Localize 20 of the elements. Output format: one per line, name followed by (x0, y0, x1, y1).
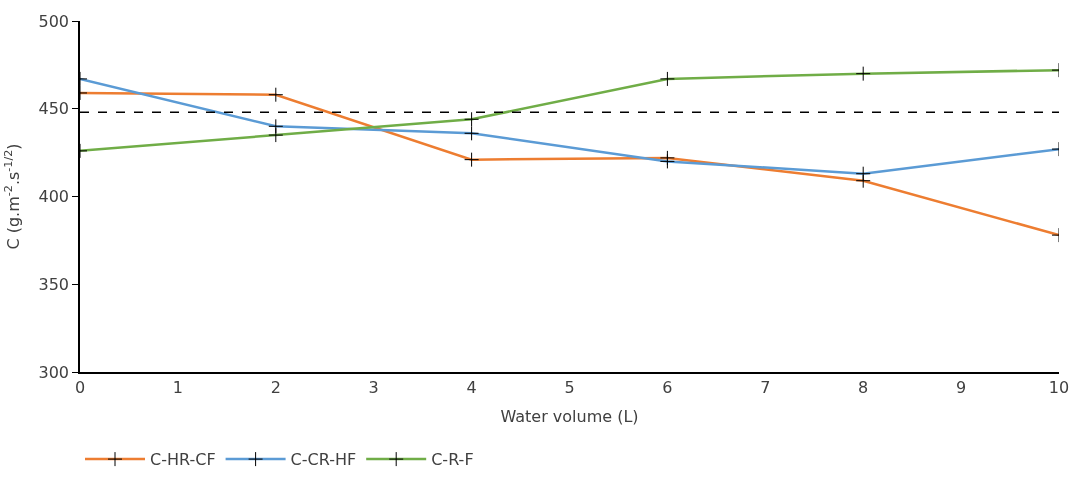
legend-label: C-HR-CF (150, 450, 216, 470)
x-tick-label: 2 (270, 377, 281, 397)
legend-label: C-R-F (431, 450, 474, 470)
x-tick-label: 7 (760, 377, 771, 397)
y-tick-label: 400 (38, 187, 70, 207)
legend-label: C-CR-HF (290, 450, 357, 470)
x-tick-label: 1 (172, 377, 183, 397)
y-tick-label: 300 (38, 362, 70, 382)
x-tick-label: 9 (956, 377, 967, 397)
y-tick-label: 450 (38, 99, 70, 119)
y-tick-label: 350 (38, 274, 70, 294)
x-tick-label: 10 (1048, 377, 1070, 397)
x-tick-label: 0 (74, 377, 86, 397)
x-tick-label: 4 (466, 377, 477, 397)
x-tick-label: 8 (858, 377, 869, 397)
x-tick-label: 6 (662, 377, 673, 397)
x-axis-title: Water volume (L) (500, 407, 639, 427)
x-tick-label: 3 (368, 377, 379, 397)
y-tick-label: 500 (38, 11, 70, 31)
x-tick-label: 5 (564, 377, 575, 397)
